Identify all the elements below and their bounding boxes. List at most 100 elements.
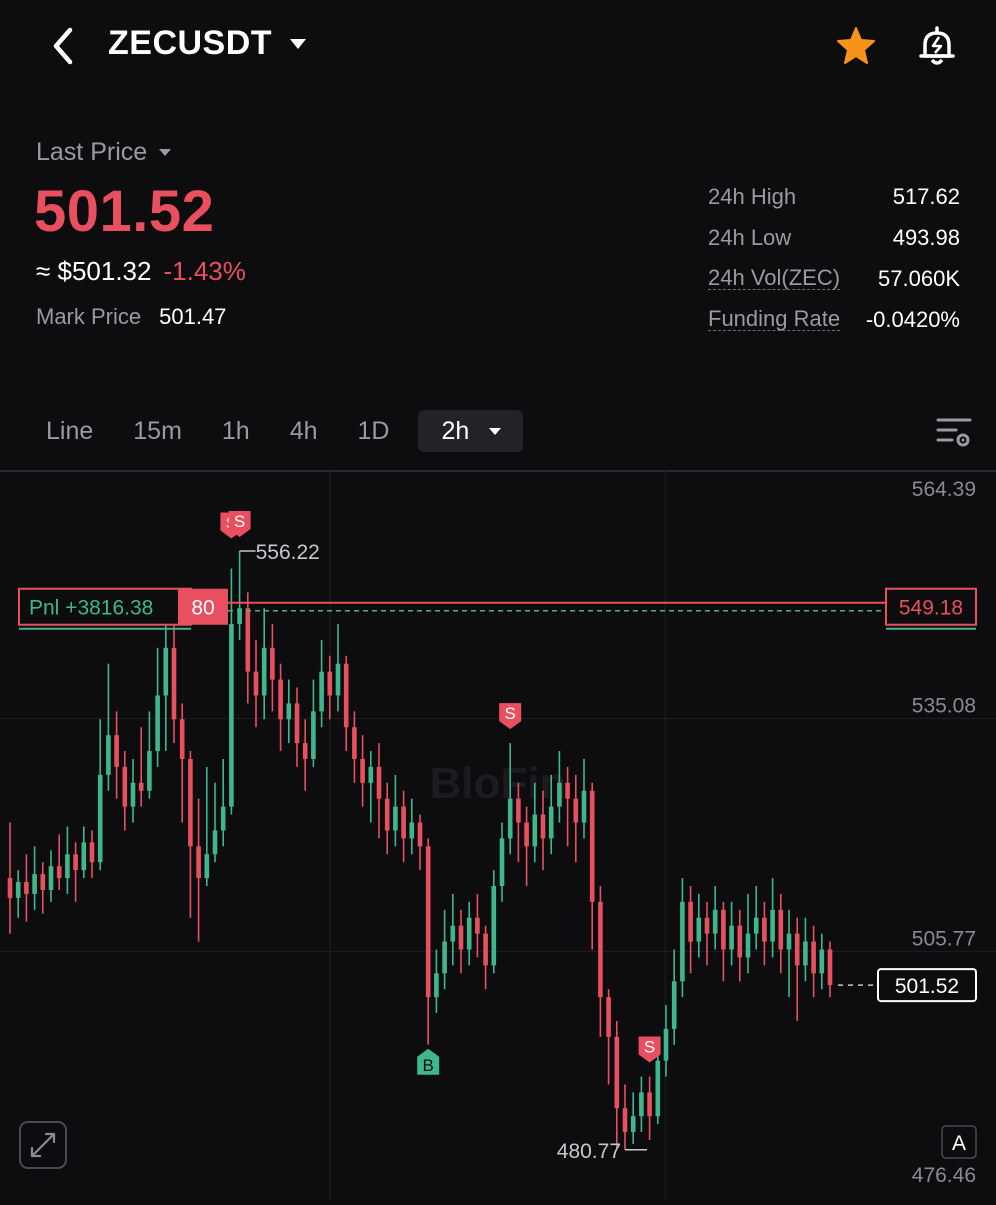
candle-body <box>655 1060 661 1117</box>
candle-body <box>24 882 29 894</box>
position-price-label: 549.18 <box>899 597 963 620</box>
current-price-label: 501.52 <box>895 975 959 998</box>
candle-body <box>565 782 570 799</box>
candle-body <box>401 806 406 839</box>
pnl-label: Pnl +3816.38 <box>29 597 153 620</box>
candle-body <box>598 901 603 998</box>
candle-body <box>114 735 119 767</box>
favorite-button[interactable] <box>834 24 878 68</box>
tab-line[interactable]: Line <box>46 417 94 445</box>
tab-1h[interactable]: 1h <box>221 417 250 445</box>
pnl-tag-box[interactable] <box>18 587 192 626</box>
candle-body <box>483 933 488 966</box>
chevron-left-icon <box>53 27 73 65</box>
candle-body <box>770 909 775 942</box>
stat-label: 24h High <box>708 183 797 209</box>
candle-body <box>630 1116 636 1133</box>
candle-body <box>778 909 784 950</box>
chart-canvas[interactable]: 564.39 535.08 505.77 476.46 BloFin Pnl +3816.… <box>0 470 996 1200</box>
stat-value: 57.060K <box>878 265 960 291</box>
interval-tabs: Line 15m 1h 4h 1D 2h <box>26 410 524 452</box>
price-change-percent: -1.43% <box>163 256 246 286</box>
candle-body <box>40 874 46 890</box>
candle-body <box>442 941 447 974</box>
max-price-label: 556.22 <box>256 541 320 564</box>
star-icon <box>837 27 875 64</box>
symbol-selector[interactable]: ZECUSDT <box>108 24 307 63</box>
candle-body <box>581 790 587 823</box>
price-alert-button[interactable] <box>914 24 960 68</box>
candle-body <box>130 782 136 807</box>
position-size-box[interactable] <box>178 588 228 625</box>
candle-body <box>524 822 529 847</box>
candle-body <box>450 925 456 942</box>
caret-down-icon <box>290 38 307 49</box>
candle-body <box>532 814 538 847</box>
candle-body <box>491 886 497 966</box>
chart-settings-button[interactable] <box>934 414 974 450</box>
chart-settings-icon <box>936 418 972 447</box>
candle-body <box>229 624 234 807</box>
stat-value: 493.98 <box>892 224 960 250</box>
y-axis-tick-label: 505.77 <box>912 927 976 950</box>
candle-body <box>327 671 333 696</box>
candle-body <box>680 901 685 982</box>
candle-body <box>294 703 300 744</box>
tab-4h[interactable]: 4h <box>289 417 318 445</box>
y-axis-tick-label: 564.39 <box>912 478 976 501</box>
candle-body <box>794 933 800 966</box>
candle-body <box>138 782 144 791</box>
caret-down-icon <box>159 149 172 156</box>
sell-marker <box>499 703 522 730</box>
symbol-title: ZECUSDT <box>108 24 273 62</box>
candle-body <box>409 822 415 839</box>
caret-down-icon <box>489 427 502 435</box>
sell-marker-label: S <box>234 512 245 531</box>
candle-body <box>696 917 702 942</box>
last-price-value: 501.52 <box>34 179 215 244</box>
min-price-label: 480.77 <box>557 1140 621 1163</box>
candle-body <box>245 608 251 672</box>
candle-body <box>335 663 341 696</box>
last-price-selector[interactable]: Last Price <box>36 138 172 167</box>
sell-marker <box>228 511 251 538</box>
auto-scale-button[interactable] <box>941 1125 977 1159</box>
candle-body <box>384 798 390 831</box>
candle-body <box>647 1092 652 1117</box>
watermark-logo: BloFin <box>430 759 567 808</box>
candle-body <box>688 901 693 942</box>
stat-value: 517.62 <box>892 183 960 209</box>
candle-body <box>188 758 193 847</box>
candle-body <box>261 647 267 696</box>
candle-body <box>237 608 242 625</box>
position-price-tag <box>885 587 977 626</box>
candle-body <box>302 743 308 759</box>
candle-body <box>762 917 767 942</box>
candle-body <box>163 647 169 696</box>
candlestick-chart[interactable]: 564.39 535.08 505.77 476.46 BloFin Pnl +3816.… <box>0 470 996 1200</box>
candle-body <box>548 806 554 839</box>
stat-24h-high: 24h High 517.62 <box>708 176 960 217</box>
mark-price-label: Mark Price <box>36 304 142 329</box>
candle-body <box>368 766 374 783</box>
sell-marker <box>638 1036 661 1063</box>
candle-body <box>614 1036 620 1109</box>
tab-active-interval[interactable]: 2h <box>417 410 524 452</box>
tab-1d[interactable]: 1D <box>357 417 390 445</box>
candle-body <box>48 866 54 890</box>
candle-body <box>721 909 726 950</box>
candle-body <box>540 814 546 839</box>
approx-usd-price: ≈ $501.32 <box>36 256 152 286</box>
tab-15m[interactable]: 15m <box>133 417 182 445</box>
stat-funding-rate: Funding Rate -0.0420% <box>708 299 960 340</box>
stat-label-tooltip[interactable]: Funding Rate <box>708 306 841 331</box>
position-size-label: 80 <box>191 597 214 620</box>
candle-body <box>97 774 103 863</box>
back-button[interactable] <box>46 24 86 68</box>
bell-alert-icon <box>919 26 955 65</box>
buy-marker-label: B <box>423 1056 434 1075</box>
expand-chart-button[interactable] <box>19 1121 67 1169</box>
stat-label-tooltip[interactable]: 24h Vol(ZEC) <box>708 265 841 290</box>
current-price-tag <box>877 968 977 1003</box>
candle-body <box>671 981 677 1029</box>
